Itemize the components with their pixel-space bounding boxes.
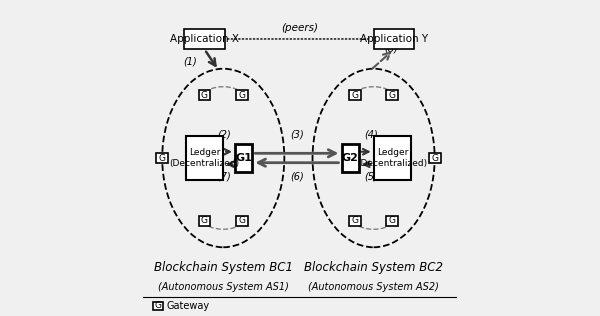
FancyBboxPatch shape: [236, 216, 248, 226]
Text: (5): (5): [364, 171, 378, 181]
Text: (6): (6): [290, 171, 304, 181]
Text: Ledger
(Decentralized): Ledger (Decentralized): [358, 148, 427, 168]
Text: (Autonomous System AS2): (Autonomous System AS2): [308, 282, 439, 292]
Text: G: G: [155, 301, 162, 310]
Text: (8): (8): [384, 44, 398, 53]
Text: Application Y: Application Y: [360, 34, 428, 44]
Text: G: G: [389, 216, 396, 225]
Text: Blockchain System BC2: Blockchain System BC2: [304, 261, 443, 274]
Text: (3): (3): [290, 130, 304, 140]
Text: Ledger
(Decentralized): Ledger (Decentralized): [169, 148, 239, 168]
Text: Gateway: Gateway: [167, 301, 210, 311]
FancyBboxPatch shape: [341, 144, 359, 172]
FancyBboxPatch shape: [349, 216, 361, 226]
FancyBboxPatch shape: [374, 136, 411, 180]
FancyBboxPatch shape: [185, 136, 223, 180]
Text: G: G: [158, 154, 166, 162]
Text: Blockchain System BC1: Blockchain System BC1: [154, 261, 293, 274]
Text: (peers): (peers): [281, 23, 319, 33]
Text: G: G: [389, 91, 396, 100]
FancyBboxPatch shape: [386, 216, 398, 226]
Text: G: G: [239, 216, 245, 225]
Text: G: G: [201, 91, 208, 100]
Text: G2: G2: [341, 153, 359, 163]
Text: G: G: [201, 216, 208, 225]
Text: (Autonomous System AS1): (Autonomous System AS1): [158, 282, 289, 292]
Text: G: G: [239, 91, 245, 100]
Text: G: G: [352, 216, 358, 225]
FancyBboxPatch shape: [429, 153, 440, 163]
FancyBboxPatch shape: [199, 90, 211, 100]
Text: G: G: [431, 154, 438, 162]
Text: G: G: [352, 91, 358, 100]
FancyBboxPatch shape: [156, 153, 168, 163]
Text: G1: G1: [235, 153, 252, 163]
Text: (4): (4): [364, 130, 378, 140]
FancyBboxPatch shape: [154, 301, 163, 310]
Text: (1): (1): [184, 56, 197, 66]
FancyBboxPatch shape: [386, 90, 398, 100]
Text: Application X: Application X: [170, 34, 239, 44]
FancyBboxPatch shape: [374, 29, 415, 49]
FancyBboxPatch shape: [199, 216, 211, 226]
FancyBboxPatch shape: [236, 90, 248, 100]
FancyBboxPatch shape: [349, 90, 361, 100]
FancyBboxPatch shape: [235, 144, 252, 172]
Text: (7): (7): [217, 171, 231, 181]
FancyBboxPatch shape: [184, 29, 225, 49]
Text: (2): (2): [217, 130, 231, 140]
